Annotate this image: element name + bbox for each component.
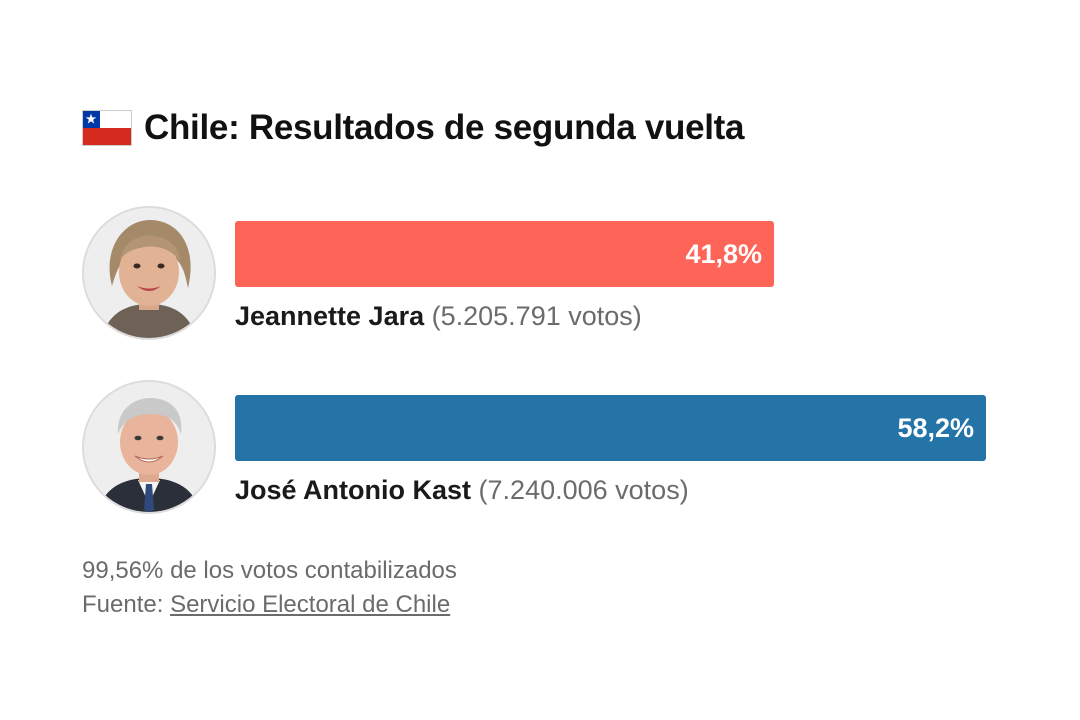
footer-notes: 99,56% de los votos contabilizados Fuent… xyxy=(82,554,457,622)
source-prefix: Fuente: xyxy=(82,591,171,618)
candidate-row-jara: 41,8% Jeannette Jara (5.205.791 votos) xyxy=(82,206,1042,340)
source-link[interactable]: Servicio Electoral de Chile xyxy=(170,591,451,618)
bar-kast: 58,2% xyxy=(235,395,986,461)
candidate-caption-kast: José Antonio Kast (7.240.006 votos) xyxy=(235,475,689,506)
candidate-photo-jara xyxy=(82,206,216,340)
percent-label-kast: 58,2% xyxy=(897,413,974,443)
candidate-photo-kast xyxy=(82,380,216,514)
votes-counted-note: 99,56% de los votos contabilizados xyxy=(82,557,457,584)
source-line: Fuente: Servicio Electoral de Chile xyxy=(82,588,457,622)
bar-track-jara: 41,8% xyxy=(235,221,1009,287)
bar-jara: 41,8% xyxy=(235,221,774,287)
vote-count-kast: (7.240.006 votos) xyxy=(478,475,689,505)
title-row: Chile: Resultados de segunda vuelta xyxy=(82,104,745,152)
chart-title: Chile: Resultados de segunda vuelta xyxy=(144,108,745,147)
vote-count-jara: (5.205.791 votos) xyxy=(431,301,642,331)
candidate-row-kast: 58,2% José Antonio Kast (7.240.006 votos… xyxy=(82,380,1042,514)
bar-track-kast: 58,2% xyxy=(235,395,1009,461)
chile-flag-icon xyxy=(82,110,132,146)
candidate-caption-jara: Jeannette Jara (5.205.791 votos) xyxy=(235,301,642,332)
percent-label-jara: 41,8% xyxy=(685,239,762,269)
candidate-name-kast: José Antonio Kast xyxy=(235,475,472,505)
candidate-name-jara: Jeannette Jara xyxy=(235,301,425,331)
